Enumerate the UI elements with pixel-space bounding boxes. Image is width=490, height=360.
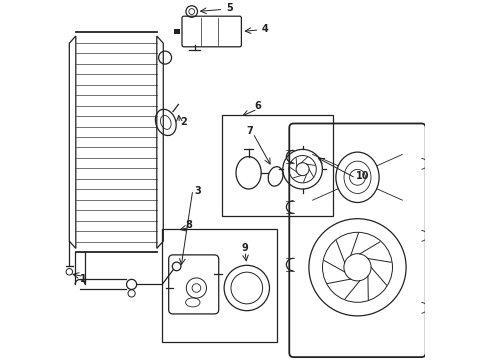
Text: 2: 2 xyxy=(180,117,187,127)
Text: 3: 3 xyxy=(195,186,201,196)
FancyArrow shape xyxy=(174,29,180,34)
Text: 5: 5 xyxy=(226,3,233,13)
Text: 7: 7 xyxy=(246,126,253,136)
Text: 6: 6 xyxy=(254,101,261,111)
Text: 8: 8 xyxy=(186,220,193,230)
Text: 1: 1 xyxy=(80,274,87,284)
Text: 10: 10 xyxy=(356,171,370,181)
Bar xyxy=(162,229,277,342)
Text: 9: 9 xyxy=(242,243,248,253)
Bar xyxy=(221,115,333,216)
Text: 4: 4 xyxy=(262,24,268,34)
